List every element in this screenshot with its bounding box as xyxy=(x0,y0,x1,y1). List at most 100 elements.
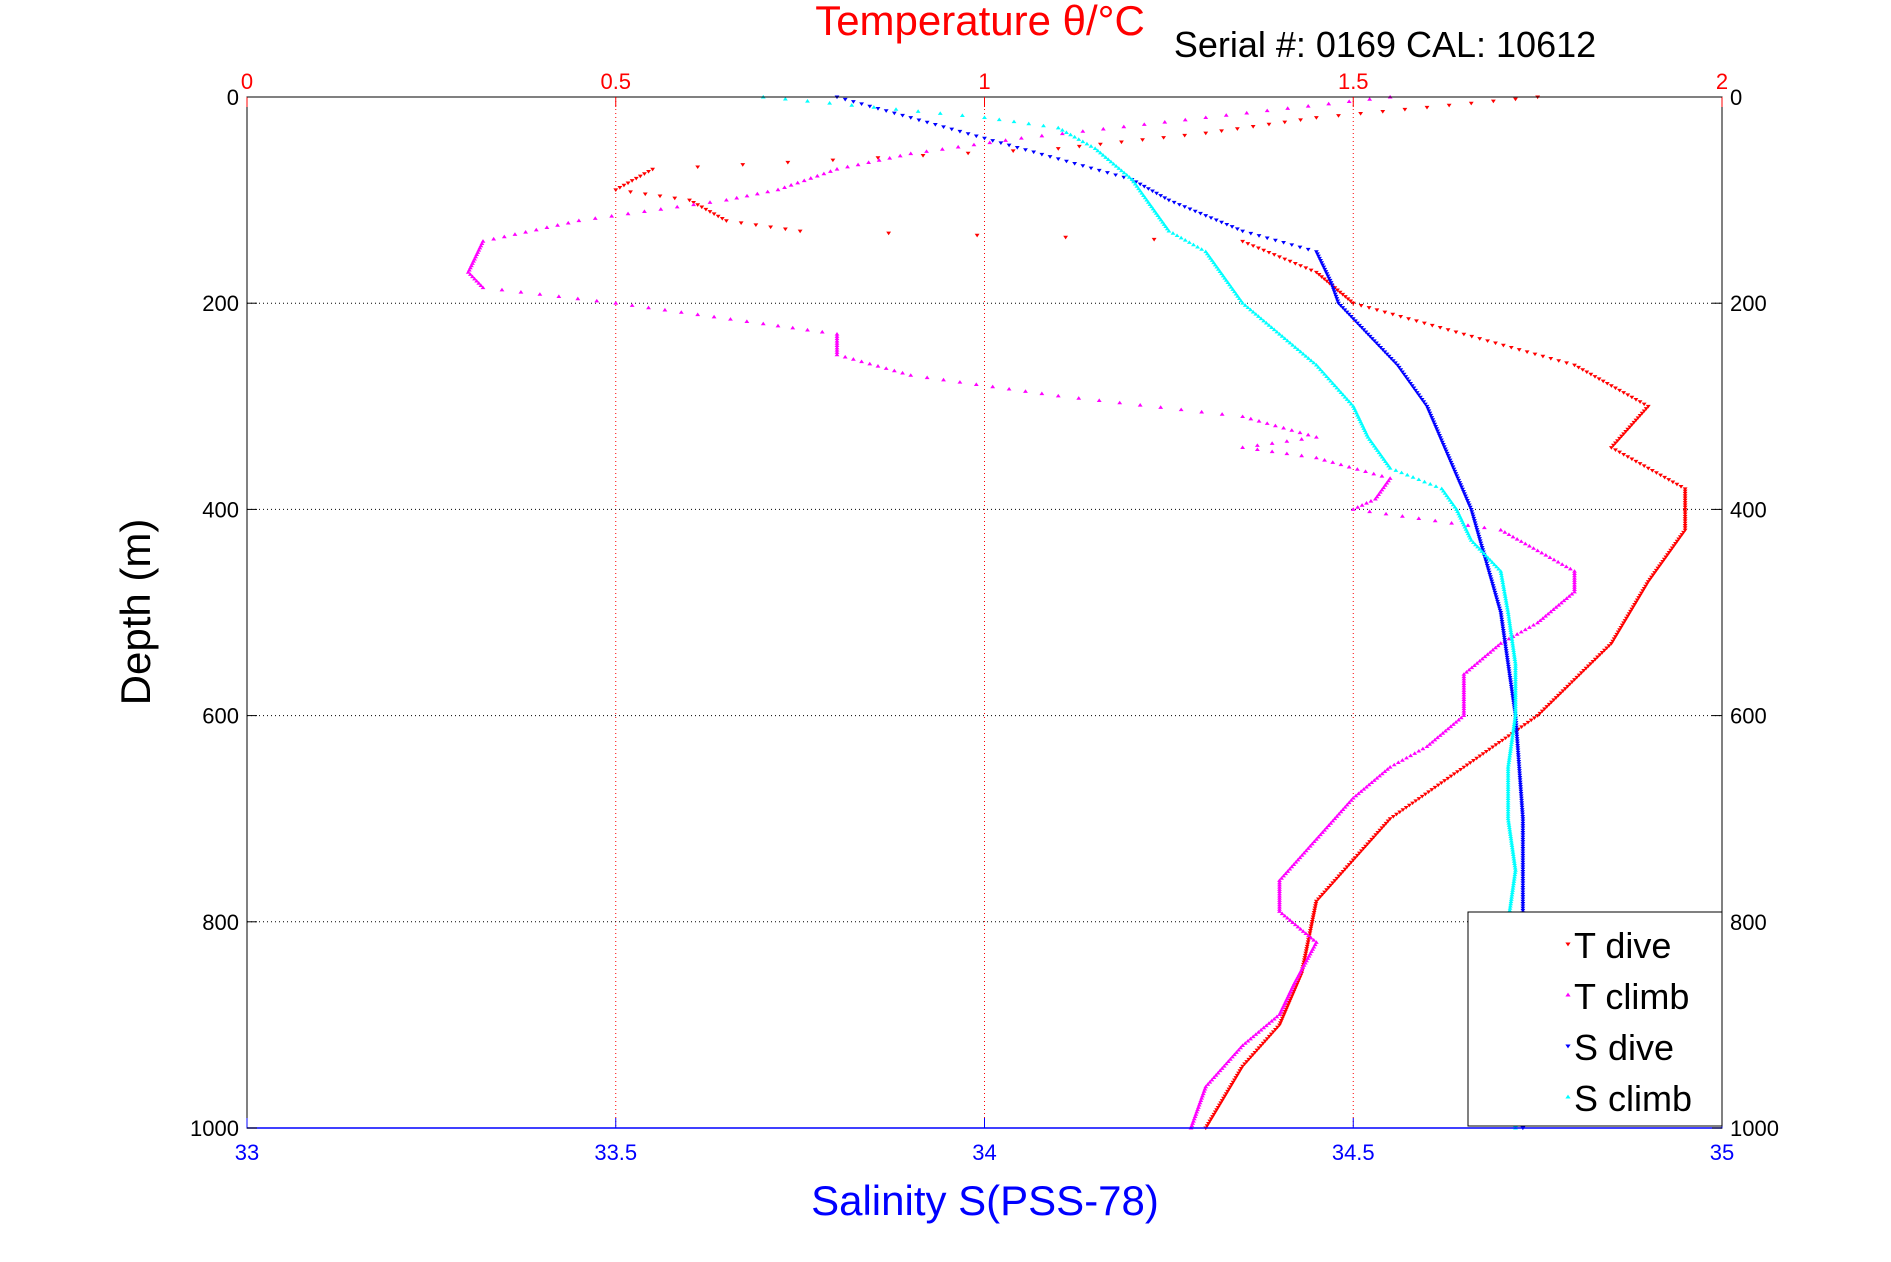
data-point xyxy=(1505,764,1511,769)
data-point xyxy=(805,327,810,332)
data-point xyxy=(1551,698,1557,702)
data-point xyxy=(1450,502,1456,507)
data-point xyxy=(1108,159,1114,164)
data-point xyxy=(1055,393,1061,398)
data-point xyxy=(1368,439,1374,444)
data-point xyxy=(1508,628,1514,632)
data-point xyxy=(1162,196,1168,200)
data-point xyxy=(1283,1007,1289,1012)
data-point xyxy=(1479,656,1485,661)
data-point xyxy=(1346,99,1352,104)
data-point xyxy=(734,195,740,200)
data-point xyxy=(1266,250,1272,255)
data-point xyxy=(1625,455,1631,459)
data-point xyxy=(1520,819,1526,824)
data-point xyxy=(719,216,725,221)
data-point xyxy=(1261,1025,1267,1030)
data-point xyxy=(1461,690,1467,695)
data-point xyxy=(1513,702,1518,706)
data-point xyxy=(1622,619,1628,623)
data-point xyxy=(1480,752,1486,756)
data-point xyxy=(1301,850,1307,855)
data-point xyxy=(467,272,473,276)
data-point xyxy=(1334,385,1340,390)
data-point xyxy=(1461,765,1467,770)
data-point xyxy=(1121,124,1127,129)
data-point xyxy=(1319,275,1325,279)
data-point xyxy=(1072,162,1078,166)
data-point xyxy=(1520,906,1526,911)
data-point xyxy=(1223,1092,1229,1096)
data-point xyxy=(1432,785,1438,790)
data-point xyxy=(1126,175,1132,179)
data-point xyxy=(1485,566,1491,570)
data-point xyxy=(1207,1119,1213,1124)
data-point xyxy=(1465,498,1470,503)
data-point xyxy=(1633,600,1639,605)
data-point xyxy=(695,165,701,170)
data-point xyxy=(1627,425,1633,430)
data-point xyxy=(1245,242,1251,246)
data-point xyxy=(1248,231,1254,236)
data-point xyxy=(1303,266,1309,271)
data-point xyxy=(1141,184,1147,189)
data-point xyxy=(544,225,550,230)
data-point xyxy=(1309,922,1315,926)
data-point xyxy=(1682,491,1688,496)
data-point xyxy=(1319,261,1325,265)
legend-label: S dive xyxy=(1574,1027,1674,1068)
data-point xyxy=(1150,206,1156,211)
depth-tick-label-right: 200 xyxy=(1730,291,1767,316)
data-point xyxy=(1219,129,1224,134)
data-point xyxy=(1277,893,1282,898)
data-point xyxy=(1398,315,1404,319)
data-point xyxy=(1299,453,1305,458)
data-point xyxy=(1540,354,1546,359)
data-point xyxy=(801,178,807,183)
data-point xyxy=(1556,602,1562,607)
data-point xyxy=(1117,400,1123,405)
legend-label: S climb xyxy=(1574,1078,1692,1119)
data-point xyxy=(646,170,651,174)
data-point xyxy=(1331,288,1336,292)
data-point xyxy=(1516,759,1522,764)
data-point xyxy=(1432,422,1438,427)
data-point xyxy=(1194,1109,1200,1114)
data-point xyxy=(1299,853,1305,857)
data-point xyxy=(1495,599,1500,604)
data-point xyxy=(965,151,971,156)
data-point xyxy=(1353,793,1359,798)
data-point xyxy=(1513,675,1518,679)
data-point xyxy=(1515,741,1520,746)
data-point xyxy=(1470,540,1476,544)
data-point xyxy=(1510,733,1516,738)
data-point xyxy=(1285,915,1290,920)
data-point xyxy=(1136,186,1141,191)
data-point xyxy=(1277,878,1282,882)
series-t-climb xyxy=(465,94,1577,1130)
data-point xyxy=(1513,699,1518,704)
data-point xyxy=(1505,610,1511,614)
data-point xyxy=(1206,1121,1211,1126)
data-point xyxy=(1508,901,1514,906)
data-point xyxy=(1661,557,1667,562)
data-point xyxy=(1511,648,1516,653)
data-point xyxy=(1244,110,1250,115)
data-point xyxy=(1363,844,1368,849)
data-point xyxy=(555,223,560,227)
data-point xyxy=(1305,846,1311,850)
data-point xyxy=(1502,594,1508,598)
data-point xyxy=(1580,368,1586,372)
data-point xyxy=(1479,543,1484,548)
data-point xyxy=(1096,398,1102,403)
data-point xyxy=(1200,1093,1205,1098)
data-point xyxy=(1235,294,1241,298)
data-point xyxy=(1346,800,1352,805)
data-point xyxy=(1212,1110,1218,1115)
data-point xyxy=(842,97,848,102)
data-point xyxy=(1264,421,1270,425)
data-point xyxy=(1277,887,1282,891)
data-point xyxy=(1304,947,1310,951)
data-point xyxy=(1502,592,1508,596)
data-point xyxy=(1501,633,1507,638)
